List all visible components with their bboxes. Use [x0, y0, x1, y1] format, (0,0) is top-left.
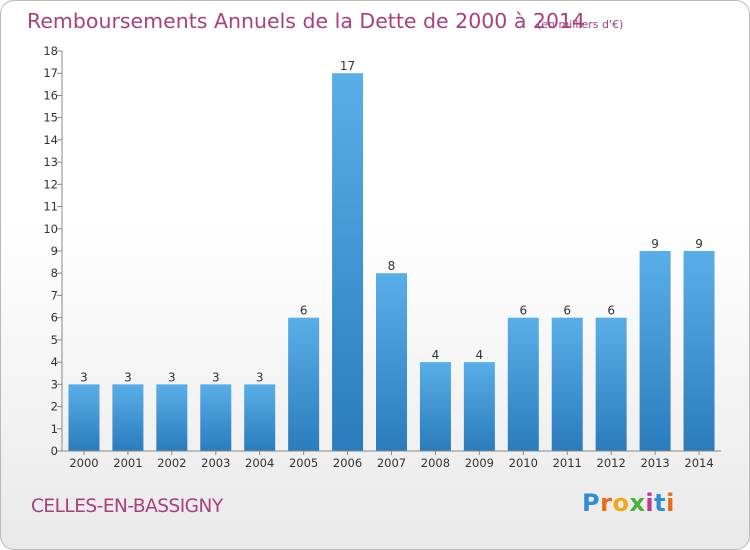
x-tick-label: 2009	[465, 456, 494, 470]
y-tick-label: 1	[51, 422, 58, 436]
bar-2011	[551, 317, 583, 451]
chart-title: Remboursements Annuels de la Dette de 20…	[27, 9, 586, 33]
x-tick-label: 2008	[421, 456, 450, 470]
x-tick-label: 2002	[157, 456, 186, 470]
bar-2013	[639, 251, 671, 451]
bar-2007	[376, 273, 407, 451]
bar-2006	[332, 73, 364, 451]
commune-name: CELLES-EN-BASSIGNY	[31, 496, 223, 517]
x-tick-label: 2000	[69, 456, 98, 470]
x-tick-label: 2005	[289, 456, 318, 470]
bar-2014	[683, 251, 715, 451]
y-tick-label: 6	[51, 311, 58, 325]
bar-value-label: 3	[80, 370, 88, 384]
y-tick-label: 11	[43, 200, 58, 214]
x-tick-label: 2003	[201, 456, 230, 470]
bar-value-label: 9	[695, 237, 703, 251]
bar-value-label: 3	[256, 370, 264, 384]
y-tick-label: 15	[43, 111, 58, 125]
bar-2005	[288, 317, 320, 451]
x-tick-label: 2013	[640, 456, 669, 470]
x-tick-label: 2010	[509, 456, 538, 470]
y-tick-label: 12	[43, 177, 58, 191]
logo-letter: P	[582, 489, 601, 517]
y-tick-label: 10	[43, 222, 58, 236]
logo-letter: i	[645, 489, 655, 517]
bar-2009	[463, 362, 495, 451]
y-tick-label: 17	[43, 66, 58, 80]
x-tick-label: 2011	[553, 456, 582, 470]
logo-letter: i	[666, 489, 675, 517]
bar-2004	[244, 384, 276, 451]
bar-value-label: 4	[476, 348, 484, 362]
bar-2010	[507, 317, 539, 451]
bar-2001	[112, 384, 144, 451]
x-tick-label: 2004	[245, 456, 274, 470]
y-tick-label: 0	[51, 444, 58, 458]
y-tick-label: 13	[43, 155, 58, 169]
bar-value-label: 6	[563, 304, 571, 318]
bar-value-label: 3	[168, 370, 176, 384]
bars: 3 3 3 3 3 6 17 8 4 4 6 6 6 9 9	[68, 59, 715, 451]
logo-letter: x	[629, 489, 646, 517]
x-tick-label: 2014	[684, 456, 713, 470]
bar-value-label: 6	[300, 304, 308, 318]
bar-2008	[419, 362, 451, 451]
y-tick-label: 4	[51, 355, 58, 369]
chart-unit-note: (en milliers d'€)	[537, 18, 624, 31]
x-axis: 2000 2001 2002 2003 2004 2005 2006 2007 2008 2009…	[62, 450, 721, 470]
y-tick-label: 7	[51, 288, 58, 302]
x-tick-label: 2012	[597, 456, 626, 470]
bar-value-label: 6	[607, 304, 615, 318]
y-tick-label: 9	[51, 244, 58, 258]
y-tick-label: 16	[43, 88, 58, 102]
bar-value-label: 8	[388, 259, 396, 273]
y-tick-label: 14	[43, 133, 58, 147]
y-tick-label: 8	[51, 266, 58, 280]
x-tick-label: 2006	[333, 456, 362, 470]
bar-2012	[595, 317, 627, 451]
x-tick-label: 2007	[377, 456, 406, 470]
y-tick-label: 2	[51, 400, 58, 414]
y-tick-label: 5	[51, 333, 58, 347]
logo-letter: r	[600, 489, 613, 517]
bar-value-label: 3	[212, 370, 220, 384]
y-tick-label: 18	[43, 44, 58, 58]
bar-value-label: 4	[432, 348, 440, 362]
proxiti-logo: Proxiti	[582, 489, 675, 517]
x-tick-label: 2001	[113, 456, 142, 470]
bar-2000	[68, 384, 100, 451]
bar-value-label: 17	[340, 59, 355, 73]
bar-2002	[156, 384, 188, 451]
bar-value-label: 9	[651, 237, 659, 251]
bar-value-label: 6	[519, 304, 527, 318]
logo-letter: o	[612, 489, 630, 517]
bar-2003	[200, 384, 232, 451]
bar-value-label: 3	[124, 370, 132, 384]
logo-letter: t	[654, 489, 667, 517]
y-tick-label: 3	[51, 377, 58, 391]
